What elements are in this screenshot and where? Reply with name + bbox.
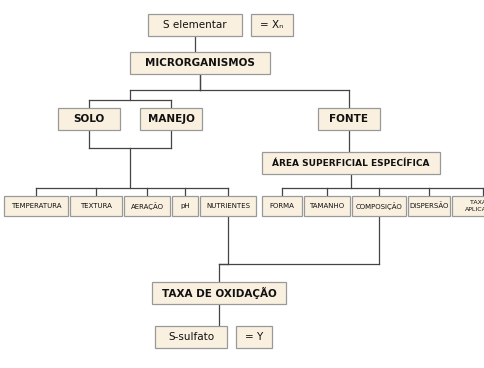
FancyBboxPatch shape (148, 14, 242, 36)
Text: TAXA DE
APLICAÇÃO: TAXA DE APLICAÇÃO (466, 200, 484, 212)
Text: ÁREA SUPERFICIAL ESPECÍFICA: ÁREA SUPERFICIAL ESPECÍFICA (272, 159, 430, 167)
Text: COMPOSIÇÃO: COMPOSIÇÃO (356, 202, 402, 210)
Text: AERAÇÃO: AERAÇÃO (131, 202, 164, 210)
Text: S elementar: S elementar (163, 20, 227, 30)
FancyBboxPatch shape (236, 326, 272, 348)
FancyBboxPatch shape (172, 196, 198, 216)
FancyBboxPatch shape (304, 196, 350, 216)
FancyBboxPatch shape (140, 108, 202, 130)
Text: NUTRIENTES: NUTRIENTES (206, 203, 250, 209)
FancyBboxPatch shape (318, 108, 380, 130)
FancyBboxPatch shape (200, 196, 256, 216)
Text: pH: pH (180, 203, 190, 209)
FancyBboxPatch shape (352, 196, 406, 216)
FancyBboxPatch shape (155, 326, 227, 348)
Text: FONTE: FONTE (330, 114, 368, 124)
Text: TAMANHO: TAMANHO (309, 203, 345, 209)
FancyBboxPatch shape (124, 196, 170, 216)
FancyBboxPatch shape (70, 196, 122, 216)
FancyBboxPatch shape (452, 196, 484, 216)
Text: DISPERSÃO: DISPERSÃO (409, 203, 449, 209)
FancyBboxPatch shape (4, 196, 68, 216)
Text: SOLO: SOLO (74, 114, 105, 124)
Text: = Xₙ: = Xₙ (260, 20, 284, 30)
Text: = Y: = Y (245, 332, 263, 342)
Text: TAXA DE OXIDAÇÃO: TAXA DE OXIDAÇÃO (162, 287, 276, 299)
Text: S-sulfato: S-sulfato (168, 332, 214, 342)
Text: MICRORGANISMOS: MICRORGANISMOS (145, 58, 255, 68)
FancyBboxPatch shape (130, 52, 270, 74)
Text: FORMA: FORMA (270, 203, 294, 209)
Text: TEXTURA: TEXTURA (80, 203, 112, 209)
FancyBboxPatch shape (58, 108, 120, 130)
FancyBboxPatch shape (262, 152, 440, 174)
FancyBboxPatch shape (408, 196, 450, 216)
Text: MANEJO: MANEJO (148, 114, 195, 124)
FancyBboxPatch shape (152, 282, 286, 304)
FancyBboxPatch shape (251, 14, 293, 36)
FancyBboxPatch shape (262, 196, 302, 216)
Text: TEMPERATURA: TEMPERATURA (11, 203, 61, 209)
